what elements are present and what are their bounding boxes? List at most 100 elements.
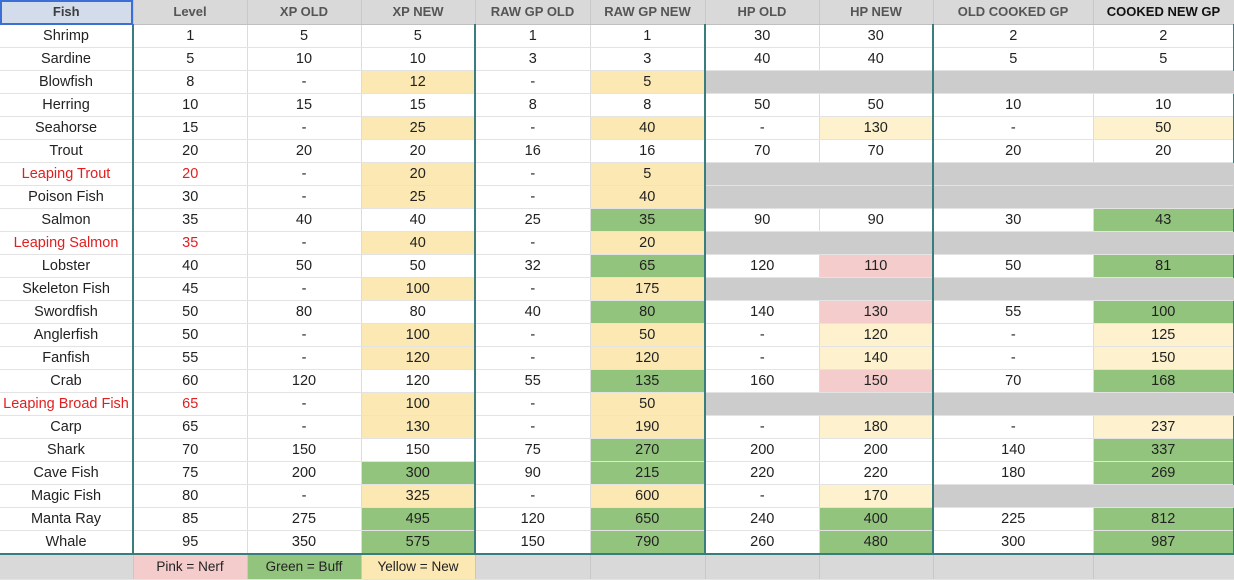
cell-xp-old[interactable]: 120	[247, 369, 362, 393]
cell-hp-new[interactable]: 140	[819, 346, 934, 370]
cell-raw-gp-old[interactable]: 40	[474, 300, 591, 324]
cell-old-cooked-gp[interactable]	[932, 484, 1094, 508]
cell-raw-gp-old[interactable]: 25	[474, 208, 591, 232]
cell-old-cooked-gp[interactable]: -	[932, 415, 1094, 439]
cell-hp-old[interactable]: 120	[704, 254, 820, 278]
cell-hp-old[interactable]	[704, 392, 820, 416]
cell-fish-name[interactable]: Poison Fish	[0, 185, 134, 209]
cell-cooked-new-gp[interactable]: 100	[1093, 300, 1234, 324]
cell-old-cooked-gp[interactable]	[932, 392, 1094, 416]
cell-raw-gp-old[interactable]: -	[474, 323, 591, 347]
cell-fish-name[interactable]: Herring	[0, 93, 134, 117]
cell-old-cooked-gp[interactable]: 20	[932, 139, 1094, 163]
header-hp-new[interactable]: HP NEW	[819, 0, 934, 25]
cell-raw-gp-new[interactable]: 65	[590, 254, 706, 278]
cell-cooked-new-gp[interactable]: 150	[1093, 346, 1234, 370]
cell-hp-old[interactable]: 40	[704, 47, 820, 71]
cell-cooked-new-gp[interactable]: 168	[1093, 369, 1234, 393]
cell-hp-old[interactable]: -	[704, 323, 820, 347]
cell-level[interactable]: 55	[132, 346, 248, 370]
cell-old-cooked-gp[interactable]: 5	[932, 47, 1094, 71]
cell-level[interactable]: 75	[132, 461, 248, 485]
cell-raw-gp-old[interactable]: -	[474, 70, 591, 94]
cell-old-cooked-gp[interactable]	[932, 162, 1094, 186]
cell-old-cooked-gp[interactable]: 2	[932, 24, 1094, 48]
cell-hp-new[interactable]: 50	[819, 93, 934, 117]
cell-xp-old[interactable]: 275	[247, 507, 362, 531]
cell-level[interactable]: 65	[132, 392, 248, 416]
cell-cooked-new-gp[interactable]: 337	[1093, 438, 1234, 462]
cell-hp-old[interactable]: 90	[704, 208, 820, 232]
cell-fish-name[interactable]: Leaping Salmon	[0, 231, 134, 255]
cell-raw-gp-new[interactable]: 50	[590, 323, 706, 347]
cell-raw-gp-old[interactable]: 8	[474, 93, 591, 117]
cell-fish-name[interactable]: Anglerfish	[0, 323, 134, 347]
cell-raw-gp-new[interactable]: 40	[590, 185, 706, 209]
cell-xp-new[interactable]: 80	[361, 300, 476, 324]
cell-xp-old[interactable]: 150	[247, 438, 362, 462]
cell-xp-new[interactable]: 150	[361, 438, 476, 462]
cell-raw-gp-new[interactable]: 175	[590, 277, 706, 301]
cell-old-cooked-gp[interactable]: -	[932, 116, 1094, 140]
cell-old-cooked-gp[interactable]: 300	[932, 530, 1094, 555]
cell-raw-gp-new[interactable]: 80	[590, 300, 706, 324]
cell-xp-old[interactable]: -	[247, 277, 362, 301]
cell-xp-old[interactable]: -	[247, 70, 362, 94]
cell-xp-new[interactable]: 575	[361, 530, 476, 555]
cell-cooked-new-gp[interactable]: 237	[1093, 415, 1234, 439]
cell-xp-old[interactable]: -	[247, 185, 362, 209]
cell-hp-new[interactable]	[819, 392, 934, 416]
cell-xp-old[interactable]: 50	[247, 254, 362, 278]
cell-raw-gp-new[interactable]: 35	[590, 208, 706, 232]
cell-raw-gp-new[interactable]: 190	[590, 415, 706, 439]
cell-xp-new[interactable]: 12	[361, 70, 476, 94]
cell-fish-name[interactable]: Shrimp	[0, 24, 134, 48]
cell-old-cooked-gp[interactable]: 180	[932, 461, 1094, 485]
header-raw-gp-new[interactable]: RAW GP NEW	[590, 0, 706, 25]
header-old-cooked-gp[interactable]: OLD COOKED GP	[933, 0, 1094, 25]
cell-raw-gp-new[interactable]: 650	[590, 507, 706, 531]
cell-xp-new[interactable]: 40	[361, 208, 476, 232]
cell-level[interactable]: 50	[132, 300, 248, 324]
cell-level[interactable]: 35	[132, 231, 248, 255]
cell-xp-new[interactable]: 20	[361, 139, 476, 163]
header-raw-gp-old[interactable]: RAW GP OLD	[475, 0, 591, 25]
cell-raw-gp-new[interactable]: 5	[590, 162, 706, 186]
cell-level[interactable]: 8	[132, 70, 248, 94]
cell-cooked-new-gp[interactable]	[1093, 70, 1234, 94]
cell-raw-gp-new[interactable]: 8	[590, 93, 706, 117]
cell-xp-new[interactable]: 25	[361, 185, 476, 209]
cell-xp-new[interactable]: 120	[361, 346, 476, 370]
cell-hp-old[interactable]: 200	[704, 438, 820, 462]
cell-xp-new[interactable]: 40	[361, 231, 476, 255]
cell-level[interactable]: 10	[132, 93, 248, 117]
cell-hp-new[interactable]	[819, 185, 934, 209]
cell-fish-name[interactable]: Manta Ray	[0, 507, 134, 531]
cell-fish-name[interactable]: Swordfish	[0, 300, 134, 324]
cell-raw-gp-old[interactable]: -	[474, 162, 591, 186]
cell-hp-new[interactable]	[819, 70, 934, 94]
cell-fish-name[interactable]: Trout	[0, 139, 134, 163]
cell-raw-gp-old[interactable]: 75	[474, 438, 591, 462]
cell-old-cooked-gp[interactable]: -	[932, 346, 1094, 370]
cell-xp-new[interactable]: 495	[361, 507, 476, 531]
cell-hp-old[interactable]	[704, 231, 820, 255]
header-xp-old[interactable]: XP OLD	[247, 0, 362, 25]
cell-cooked-new-gp[interactable]: 5	[1093, 47, 1234, 71]
cell-level[interactable]: 85	[132, 507, 248, 531]
cell-level[interactable]: 20	[132, 162, 248, 186]
cell-xp-new[interactable]: 50	[361, 254, 476, 278]
cell-fish-name[interactable]: Sardine	[0, 47, 134, 71]
cell-xp-old[interactable]: 200	[247, 461, 362, 485]
cell-hp-old[interactable]: -	[704, 116, 820, 140]
cell-raw-gp-new[interactable]: 1	[590, 24, 706, 48]
cell-xp-new[interactable]: 20	[361, 162, 476, 186]
cell-fish-name[interactable]: Fanfish	[0, 346, 134, 370]
cell-level[interactable]: 40	[132, 254, 248, 278]
cell-cooked-new-gp[interactable]	[1093, 392, 1234, 416]
cell-hp-new[interactable]: 200	[819, 438, 934, 462]
cell-xp-new[interactable]: 300	[361, 461, 476, 485]
cell-hp-new[interactable]: 110	[819, 254, 934, 278]
cell-xp-new[interactable]: 100	[361, 277, 476, 301]
cell-xp-old[interactable]: -	[247, 323, 362, 347]
